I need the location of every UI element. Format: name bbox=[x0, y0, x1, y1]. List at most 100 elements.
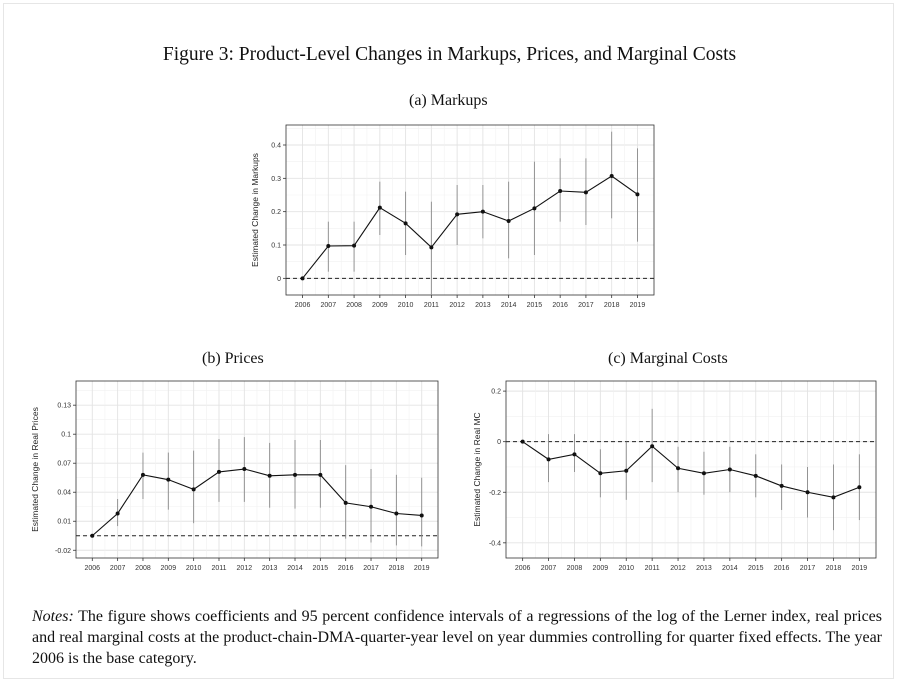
y-tick-label: 0.01 bbox=[57, 519, 71, 526]
y-axis-label: Estimated Change in Real Prices bbox=[30, 407, 40, 532]
y-tick-label: -0.2 bbox=[489, 490, 501, 497]
y-tick-label: 0.1 bbox=[271, 243, 281, 250]
data-point bbox=[572, 452, 577, 457]
x-tick-label: 2019 bbox=[630, 302, 646, 309]
x-tick-label: 2019 bbox=[852, 565, 868, 572]
x-tick-label: 2018 bbox=[826, 565, 842, 572]
y-tick-label: 0.4 bbox=[271, 143, 281, 150]
figure-title: Figure 3: Product-Level Changes in Marku… bbox=[162, 44, 737, 65]
x-tick-label: 2012 bbox=[670, 565, 686, 572]
x-tick-label: 2016 bbox=[774, 565, 790, 572]
x-tick-label: 2018 bbox=[604, 302, 620, 309]
x-tick-label: 2013 bbox=[475, 302, 491, 309]
data-point bbox=[242, 467, 247, 472]
y-tick-label: 0 bbox=[497, 439, 501, 446]
data-point bbox=[520, 439, 525, 444]
x-tick-label: 2007 bbox=[541, 565, 557, 572]
x-tick-label: 2008 bbox=[567, 565, 583, 572]
data-point bbox=[650, 444, 655, 449]
data-point bbox=[429, 245, 434, 250]
data-point bbox=[90, 533, 95, 538]
x-tick-label: 2015 bbox=[748, 565, 764, 572]
y-tick-label: 0.2 bbox=[491, 389, 501, 396]
panel-border bbox=[285, 124, 655, 296]
panel-border bbox=[505, 380, 877, 559]
data-point bbox=[455, 212, 460, 217]
data-point bbox=[166, 477, 171, 482]
x-tick-label: 2019 bbox=[414, 565, 430, 572]
data-point bbox=[609, 174, 614, 178]
data-point bbox=[343, 500, 348, 505]
data-point bbox=[326, 244, 331, 248]
x-tick-label: 2008 bbox=[135, 565, 151, 572]
x-tick-label: 2017 bbox=[578, 302, 594, 309]
x-tick-label: 2014 bbox=[501, 302, 517, 309]
data-point bbox=[140, 472, 145, 477]
x-tick-label: 2017 bbox=[363, 565, 379, 572]
data-point bbox=[403, 221, 408, 226]
x-tick-label: 2009 bbox=[161, 565, 177, 572]
data-point bbox=[753, 473, 758, 478]
x-tick-label: 2006 bbox=[515, 565, 531, 572]
data-point bbox=[583, 190, 588, 195]
data-point bbox=[480, 209, 485, 214]
data-point bbox=[419, 513, 424, 518]
x-tick-label: 2014 bbox=[287, 565, 303, 572]
x-tick-label: 2018 bbox=[389, 565, 405, 572]
x-tick-label: 2012 bbox=[449, 302, 465, 309]
figure-frame bbox=[3, 3, 894, 679]
notes-label: Notes: bbox=[32, 608, 74, 625]
data-point bbox=[318, 472, 323, 477]
panel-b-title: (b) Prices bbox=[202, 350, 264, 367]
x-tick-label: 2013 bbox=[262, 565, 278, 572]
y-tick-label: 0.2 bbox=[271, 209, 281, 216]
series-line bbox=[302, 175, 638, 279]
data-point bbox=[293, 472, 298, 477]
x-tick-label: 2008 bbox=[346, 302, 362, 309]
data-point bbox=[701, 471, 706, 476]
x-tick-label: 2010 bbox=[186, 565, 202, 572]
x-tick-label: 2012 bbox=[237, 565, 253, 572]
x-tick-label: 2011 bbox=[424, 302, 439, 309]
y-tick-label: 0.1 bbox=[61, 432, 71, 439]
y-tick-label: 0.3 bbox=[271, 176, 281, 183]
y-axis-label: Estimated Change in Markups bbox=[250, 153, 260, 267]
x-tick-label: 2007 bbox=[321, 302, 337, 309]
series-line bbox=[522, 441, 860, 498]
y-tick-label: 0.13 bbox=[57, 403, 71, 410]
panel-border bbox=[75, 380, 439, 559]
data-point bbox=[857, 485, 862, 490]
x-tick-label: 2011 bbox=[645, 565, 660, 572]
x-tick-label: 2014 bbox=[722, 565, 738, 572]
data-point bbox=[727, 467, 732, 472]
x-tick-label: 2016 bbox=[552, 302, 568, 309]
panel-c-title: (c) Marginal Costs bbox=[608, 350, 728, 367]
markups-chart: 0 0.1 0.2 0.3 0.4 2006 2007 2008 2009 2010 2011 201… bbox=[250, 124, 655, 309]
data-point bbox=[598, 471, 603, 476]
y-tick-label: 0.07 bbox=[57, 461, 71, 468]
data-point bbox=[352, 243, 357, 248]
data-point bbox=[546, 457, 551, 462]
data-point bbox=[216, 469, 221, 474]
x-tick-label: 2009 bbox=[593, 565, 609, 572]
data-point bbox=[267, 473, 272, 478]
y-tick-label: -0.02 bbox=[55, 548, 71, 555]
x-tick-label: 2007 bbox=[110, 565, 126, 572]
x-tick-label: 2011 bbox=[211, 565, 226, 572]
x-tick-label: 2013 bbox=[696, 565, 712, 572]
data-point bbox=[394, 511, 399, 516]
figure-notes: Notes: The figure shows coefficients and… bbox=[32, 606, 882, 669]
marginal-costs-chart: -0.4 -0.2 0 0.2 2006 2007 2008 2009 2010 2011 2012… bbox=[472, 380, 877, 572]
notes-text: The figure shows coefficients and 95 per… bbox=[32, 608, 883, 667]
y-tick-label: 0.04 bbox=[57, 490, 71, 497]
data-point bbox=[831, 495, 836, 500]
data-point bbox=[779, 483, 784, 488]
data-point bbox=[558, 189, 563, 193]
y-tick-label: -0.4 bbox=[489, 540, 501, 547]
x-tick-label: 2006 bbox=[85, 565, 101, 572]
prices-chart: -0.02 0.01 0.04 0.07 0.1 0.13 2006 2007 2008 2009… bbox=[30, 380, 439, 572]
data-point bbox=[369, 504, 374, 509]
y-axis-label: Estimated Change in Real MC bbox=[472, 412, 482, 526]
x-tick-label: 2016 bbox=[338, 565, 354, 572]
x-tick-label: 2010 bbox=[618, 565, 634, 572]
